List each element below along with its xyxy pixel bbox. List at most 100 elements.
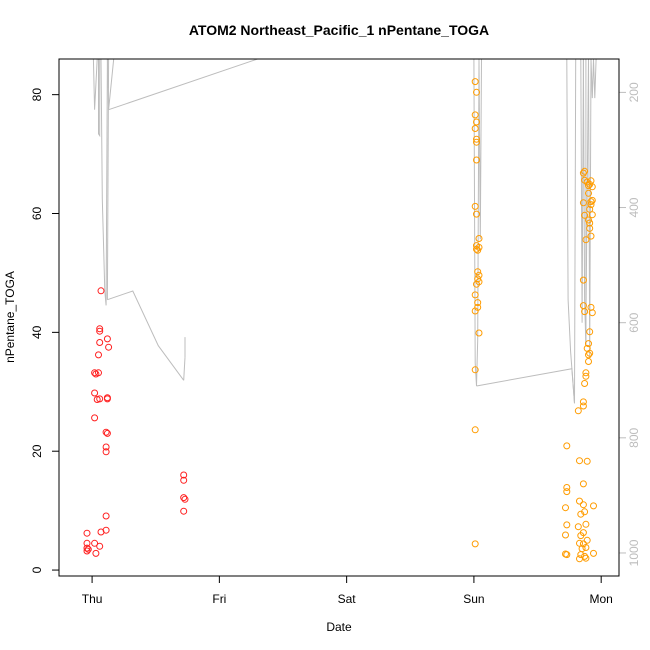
flight-1-point-12 <box>95 369 102 377</box>
flight-2-point-38 <box>576 457 583 465</box>
flight-2-point-76 <box>587 198 595 206</box>
data-points <box>83 78 597 563</box>
flight-1-point-31 <box>102 526 110 534</box>
flight-2-point-32 <box>562 504 569 512</box>
altitude-trace-12 <box>476 368 575 404</box>
flight-2-point-88 <box>588 309 596 317</box>
altitude-trace-7 <box>183 357 186 381</box>
flight-2-point-64 <box>582 369 590 377</box>
flight-2-point-43 <box>576 539 583 547</box>
flight-2-point-49 <box>579 480 587 488</box>
flight-2-point-70 <box>582 544 590 551</box>
altitude-trace-5 <box>108 59 258 111</box>
flight-1-point-13 <box>96 327 104 335</box>
flight-2-point-45 <box>577 551 585 559</box>
flight-2-point-8 <box>473 156 480 164</box>
flight-2-point-96 <box>590 549 597 557</box>
flight-1-point-27 <box>103 429 111 437</box>
y-tick-label-40: 40 <box>30 325 44 339</box>
flight-2-point-7 <box>473 138 480 146</box>
flight-2-point-67 <box>583 457 591 465</box>
flight-1-point-30 <box>102 512 110 520</box>
altitude-trace-20 <box>593 59 597 99</box>
x-tick-label-mon: Mon <box>590 592 613 606</box>
flight-2-point-84 <box>586 349 594 357</box>
flight-2-point-28 <box>471 540 479 548</box>
x-tick-label-sun: Sun <box>463 592 484 606</box>
flight-2-point-54 <box>581 552 589 560</box>
chart-title: ATOM2 Northeast_Pacific_1 nPentane_TOGA <box>189 22 489 38</box>
flight-1-point-11 <box>92 549 100 557</box>
flight-1-point-5 <box>84 545 92 553</box>
flight-2-point-56 <box>579 169 587 177</box>
flight-1-point-26 <box>102 428 110 436</box>
right-tick-label-1000: 1000 <box>627 539 641 566</box>
flight-1-point-3 <box>83 544 91 552</box>
flight-2-point-40 <box>577 510 585 518</box>
flight-2-point-47 <box>579 402 587 410</box>
flight-1-point-21 <box>93 396 101 403</box>
y-axis-label: nPentane_TOGA <box>3 271 17 363</box>
flight-2-point-26 <box>471 366 479 374</box>
altitude-trace-10 <box>473 59 480 387</box>
flight-2-point-71 <box>582 554 590 562</box>
flight-2-point-85 <box>585 351 592 359</box>
flight-2-point-63 <box>581 308 589 316</box>
flight-2-point-24 <box>471 307 479 315</box>
flight-2-point-60 <box>582 236 590 244</box>
altitude-trace-13 <box>566 59 577 404</box>
x-axis-label: Date <box>326 620 352 634</box>
flight-2-point-3 <box>471 111 479 119</box>
flight-2-point-48 <box>579 398 587 406</box>
altitude-trace-18 <box>588 59 592 358</box>
flight-2-point-36 <box>563 551 571 559</box>
altitude-trace-6 <box>107 290 185 381</box>
flight-2-point-52 <box>579 529 587 537</box>
flight-2-point-31 <box>563 488 571 496</box>
x-tick-label-thu: Thu <box>82 592 103 606</box>
flight-2-point-33 <box>563 521 571 529</box>
flight-2-point-68 <box>582 520 590 528</box>
flight-1-point-9 <box>91 414 99 422</box>
flight-2-point-79 <box>586 219 594 227</box>
y-tick-label-20: 20 <box>30 444 44 458</box>
flight-2-point-21 <box>471 291 479 299</box>
flight-2-point-58 <box>579 199 587 207</box>
flight-2-point-39 <box>576 497 583 505</box>
flight-1-point-25 <box>103 395 111 403</box>
flight-1-point-10 <box>91 539 99 547</box>
flight-2-point-69 <box>583 536 591 544</box>
right-tick-label-800: 800 <box>627 427 641 447</box>
flight-2-point-30 <box>563 484 571 491</box>
plot-border <box>58 58 620 577</box>
flight-2-point-17 <box>475 271 483 279</box>
flight-1-point-29 <box>102 448 110 456</box>
flight-2-point-51 <box>581 508 589 516</box>
flight-2-point-65 <box>582 372 590 380</box>
axes: Thu Fri Sat Sun Mon 0 20 40 60 80 200 400 600 800 1000 <box>30 82 641 606</box>
flight-1-point-36 <box>180 507 188 515</box>
flight-2-point-34 <box>562 531 569 539</box>
flight-2-point-11 <box>475 235 483 242</box>
flight-1-point-4 <box>83 547 91 555</box>
flight-2-point-25 <box>475 329 483 337</box>
flight-1-point-28 <box>102 443 110 451</box>
flight-2-point-81 <box>587 232 595 240</box>
y-tick-label-80: 80 <box>30 88 44 102</box>
flight-2-point-83 <box>585 340 592 348</box>
altitude-trace-1 <box>92 59 98 110</box>
flight-2-point-41 <box>574 523 582 531</box>
altitude-trace-14 <box>580 59 584 323</box>
flight-2-point-5 <box>471 125 479 132</box>
right-tick-label-600: 600 <box>627 312 641 332</box>
flight-2-point-86 <box>585 358 592 365</box>
flight-1-point-15 <box>96 339 104 346</box>
altitude-trace-19 <box>590 59 594 99</box>
altitude-trace-2 <box>98 59 101 138</box>
altitude-trace-3 <box>100 59 108 306</box>
flight-1-point-23 <box>105 343 113 351</box>
flight-2-point-4 <box>473 118 480 126</box>
flight-1-point-22 <box>103 335 111 343</box>
altitude-trace-11 <box>478 59 482 240</box>
